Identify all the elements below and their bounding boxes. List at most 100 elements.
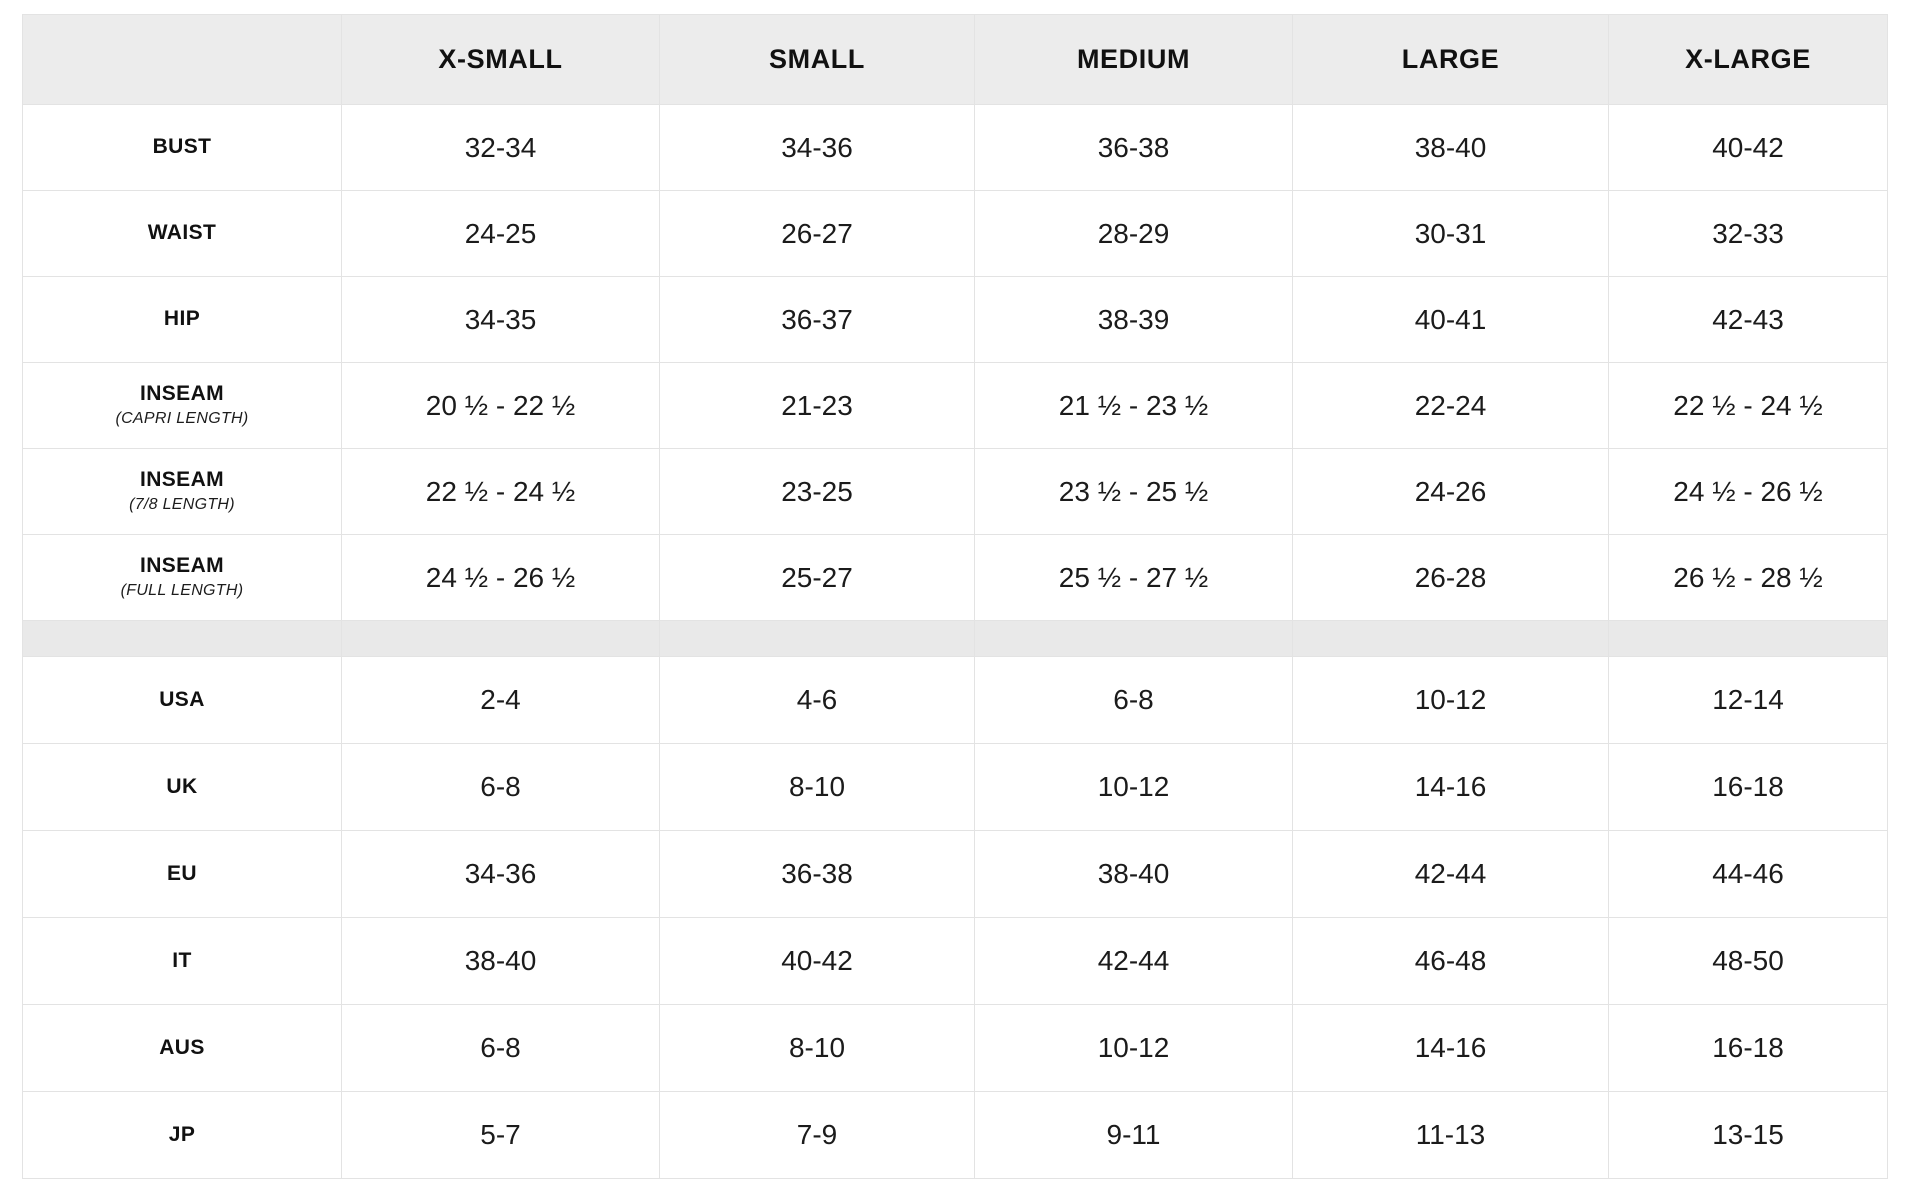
corner-cell (22, 14, 342, 105)
section-separator-row (22, 620, 1888, 657)
row-label-uk: UK (22, 743, 342, 831)
separator-cell (659, 620, 975, 657)
row-label: INSEAM (139, 554, 225, 578)
size-value: 36-37 (659, 276, 975, 363)
column-header-large: LARGE (1292, 14, 1609, 105)
size-value: 24 ½ - 26 ½ (1608, 448, 1888, 535)
row-label-jp: JP (22, 1091, 342, 1179)
size-value: 25 ½ - 27 ½ (974, 534, 1293, 621)
row-label-aus: AUS (22, 1004, 342, 1092)
row-waist: WAIST 24-25 26-27 28-29 30-31 32-33 (22, 190, 1888, 277)
row-label-inseam-capri: INSEAM (CAPRI LENGTH) (22, 362, 342, 449)
size-value: 22 ½ - 24 ½ (341, 448, 660, 535)
size-value: 10-12 (1292, 656, 1609, 744)
size-value: 42-44 (1292, 830, 1609, 918)
size-value: 26-27 (659, 190, 975, 277)
size-value: 24-26 (1292, 448, 1609, 535)
row-usa: USA 2-4 4-6 6-8 10-12 12-14 (22, 656, 1888, 744)
row-label-inseam-seven-eighths: INSEAM (7/8 LENGTH) (22, 448, 342, 535)
size-value: 2-4 (341, 656, 660, 744)
row-sublabel: (7/8 LENGTH) (129, 496, 235, 514)
size-value: 14-16 (1292, 1004, 1609, 1092)
row-label: INSEAM (139, 382, 225, 406)
separator-cell (22, 620, 342, 657)
row-label: INSEAM (139, 468, 225, 492)
row-inseam-full: INSEAM (FULL LENGTH) 24 ½ - 26 ½ 25-27 2… (22, 534, 1888, 621)
row-bust: BUST 32-34 34-36 36-38 38-40 40-42 (22, 104, 1888, 191)
size-value: 24-25 (341, 190, 660, 277)
row-hip: HIP 34-35 36-37 38-39 40-41 42-43 (22, 276, 1888, 363)
column-header-x-large: X-LARGE (1608, 14, 1888, 105)
size-value: 30-31 (1292, 190, 1609, 277)
size-value: 5-7 (341, 1091, 660, 1179)
size-value: 44-46 (1608, 830, 1888, 918)
size-value: 36-38 (974, 104, 1293, 191)
size-value: 6-8 (341, 743, 660, 831)
size-value: 20 ½ - 22 ½ (341, 362, 660, 449)
size-value: 10-12 (974, 743, 1293, 831)
row-label-waist: WAIST (22, 190, 342, 277)
size-value: 4-6 (659, 656, 975, 744)
size-value: 9-11 (974, 1091, 1293, 1179)
header-row: X-SMALL SMALL MEDIUM LARGE X-LARGE (22, 14, 1888, 105)
size-value: 38-39 (974, 276, 1293, 363)
size-value: 34-36 (659, 104, 975, 191)
size-value: 40-42 (659, 917, 975, 1005)
size-value: 42-44 (974, 917, 1293, 1005)
row-aus: AUS 6-8 8-10 10-12 14-16 16-18 (22, 1004, 1888, 1092)
column-header-small: SMALL (659, 14, 975, 105)
size-value: 40-42 (1608, 104, 1888, 191)
size-value: 34-36 (341, 830, 660, 918)
size-value: 13-15 (1608, 1091, 1888, 1179)
row-label-bust: BUST (22, 104, 342, 191)
row-jp: JP 5-7 7-9 9-11 11-13 13-15 (22, 1091, 1888, 1179)
size-value: 8-10 (659, 743, 975, 831)
row-label-eu: EU (22, 830, 342, 918)
size-value: 25-27 (659, 534, 975, 621)
row-inseam-seven-eighths: INSEAM (7/8 LENGTH) 22 ½ - 24 ½ 23-25 23… (22, 448, 1888, 535)
size-value: 48-50 (1608, 917, 1888, 1005)
size-value: 38-40 (1292, 104, 1609, 191)
size-value: 34-35 (341, 276, 660, 363)
size-value: 32-34 (341, 104, 660, 191)
size-value: 8-10 (659, 1004, 975, 1092)
row-uk: UK 6-8 8-10 10-12 14-16 16-18 (22, 743, 1888, 831)
column-header-medium: MEDIUM (974, 14, 1293, 105)
row-sublabel: (FULL LENGTH) (120, 582, 244, 600)
separator-cell (1608, 620, 1888, 657)
separator-cell (974, 620, 1293, 657)
row-sublabel: (CAPRI LENGTH) (115, 410, 249, 428)
size-value: 26 ½ - 28 ½ (1608, 534, 1888, 621)
row-label-usa: USA (22, 656, 342, 744)
size-value: 16-18 (1608, 1004, 1888, 1092)
size-value: 12-14 (1608, 656, 1888, 744)
size-value: 32-33 (1608, 190, 1888, 277)
size-value: 21-23 (659, 362, 975, 449)
row-eu: EU 34-36 36-38 38-40 42-44 44-46 (22, 830, 1888, 918)
size-value: 40-41 (1292, 276, 1609, 363)
size-value: 42-43 (1608, 276, 1888, 363)
separator-cell (1292, 620, 1609, 657)
size-value: 38-40 (341, 917, 660, 1005)
column-header-x-small: X-SMALL (341, 14, 660, 105)
size-value: 24 ½ - 26 ½ (341, 534, 660, 621)
size-value: 22-24 (1292, 362, 1609, 449)
row-label-inseam-full: INSEAM (FULL LENGTH) (22, 534, 342, 621)
size-value: 16-18 (1608, 743, 1888, 831)
size-value: 38-40 (974, 830, 1293, 918)
row-label-hip: HIP (22, 276, 342, 363)
size-value: 28-29 (974, 190, 1293, 277)
row-inseam-capri: INSEAM (CAPRI LENGTH) 20 ½ - 22 ½ 21-23 … (22, 362, 1888, 449)
size-value: 22 ½ - 24 ½ (1608, 362, 1888, 449)
size-value: 7-9 (659, 1091, 975, 1179)
size-value: 14-16 (1292, 743, 1609, 831)
size-value: 11-13 (1292, 1091, 1609, 1179)
size-value: 23-25 (659, 448, 975, 535)
size-value: 36-38 (659, 830, 975, 918)
row-label-it: IT (22, 917, 342, 1005)
size-value: 23 ½ - 25 ½ (974, 448, 1293, 535)
size-value: 6-8 (341, 1004, 660, 1092)
size-value: 10-12 (974, 1004, 1293, 1092)
size-value: 6-8 (974, 656, 1293, 744)
size-chart-table: X-SMALL SMALL MEDIUM LARGE X-LARGE BUST … (22, 14, 1888, 1179)
